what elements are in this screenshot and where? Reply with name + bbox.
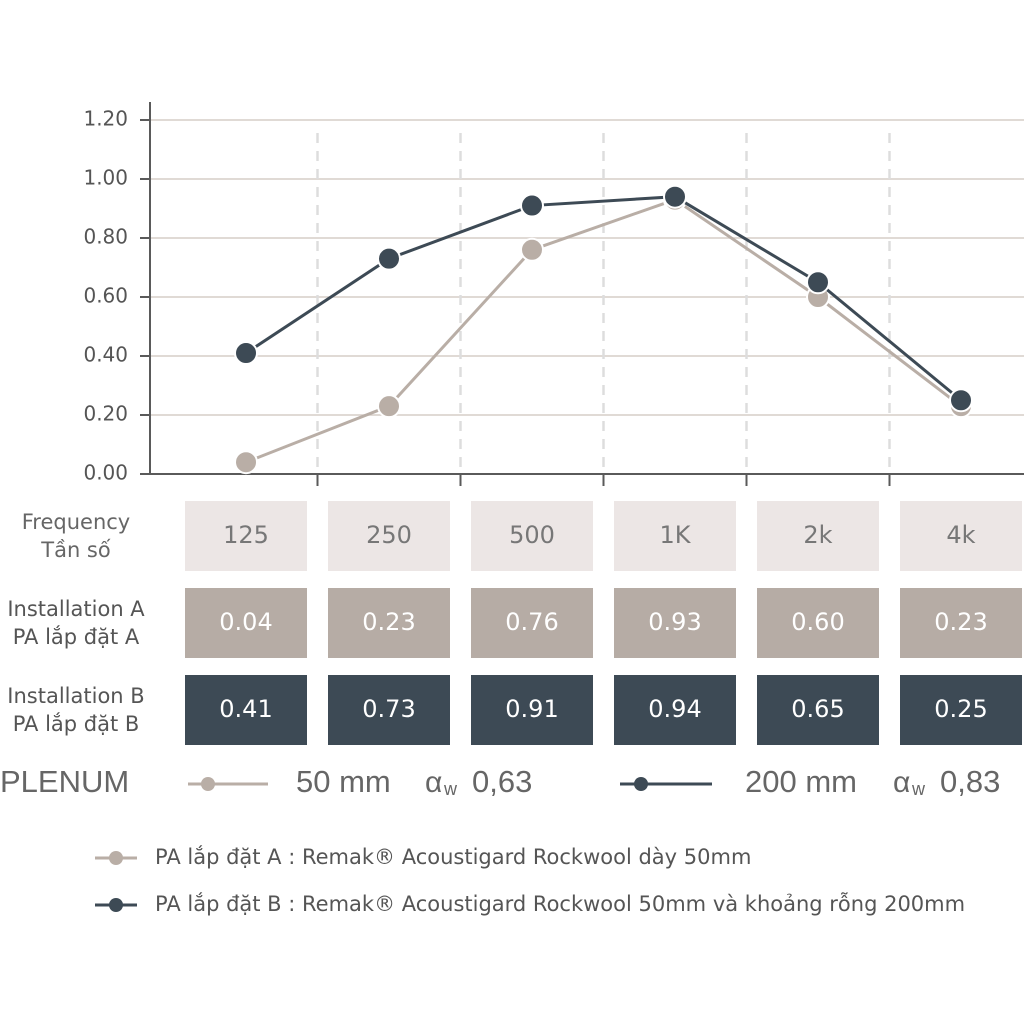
- y-tick-label: 0.20: [83, 402, 128, 426]
- value-cell: [614, 588, 736, 658]
- alpha-value: 0,83: [940, 764, 1000, 799]
- x-tick-label: 4k: [946, 521, 975, 549]
- value-label: 0.76: [505, 608, 558, 636]
- value-label: 0.23: [362, 608, 415, 636]
- legend-dot: [109, 851, 123, 865]
- alpha-subscript: w: [443, 779, 458, 799]
- y-tick-label: 1.00: [83, 166, 128, 190]
- value-label: 0.91: [505, 695, 558, 723]
- category-cell: [900, 501, 1022, 571]
- row-header: Installation B: [7, 684, 144, 708]
- value-label: 0.60: [791, 608, 844, 636]
- row-header: Tần số: [40, 538, 111, 562]
- x-tick-label: 125: [223, 521, 269, 549]
- value-label: 0.23: [934, 608, 987, 636]
- value-label: 0.25: [934, 695, 987, 723]
- value-cell: [328, 675, 450, 745]
- row-header: PA lắp đặt A: [13, 625, 140, 649]
- legend-label: PA lắp đặt B : Remak® Acoustigard Rockwo…: [155, 891, 965, 916]
- value-cell: [757, 588, 879, 658]
- plenum-label: PLENUM: [0, 764, 129, 799]
- legend-dot: [634, 777, 648, 791]
- series-line: [245, 197, 962, 464]
- x-tick-label: 2k: [803, 521, 832, 549]
- x-tick-label: 1K: [659, 521, 691, 549]
- value-label: 0.94: [648, 695, 701, 723]
- row-header: Frequency: [22, 510, 131, 534]
- value-cell: [328, 588, 450, 658]
- y-tick-label: 0.80: [83, 225, 128, 249]
- y-tick-label: 0.40: [83, 343, 128, 367]
- data-point: [377, 246, 401, 271]
- value-label: 0.04: [219, 608, 272, 636]
- value-cell: [900, 675, 1022, 745]
- value-cell: [471, 675, 593, 745]
- data-point: [520, 237, 544, 262]
- legend-dot: [109, 898, 123, 912]
- category-cell: [471, 501, 593, 571]
- value-label: 0.93: [648, 608, 701, 636]
- alpha-subscript: w: [911, 779, 926, 799]
- x-tick-label: 250: [366, 521, 412, 549]
- data-point: [234, 341, 258, 366]
- data-point: [663, 184, 687, 209]
- y-tick-label: 0.00: [83, 461, 128, 485]
- y-tick-label: 1.20: [83, 107, 128, 131]
- category-cell: [757, 501, 879, 571]
- alpha-symbol: α: [425, 766, 442, 799]
- value-cell: [185, 588, 307, 658]
- plenum-thickness: 50 mm: [296, 764, 391, 799]
- category-cell: [185, 501, 307, 571]
- y-tick-label: 0.60: [83, 284, 128, 308]
- plenum-thickness: 200 mm: [745, 764, 857, 799]
- series-line: [245, 195, 962, 402]
- value-cell: [185, 675, 307, 745]
- value-label: 0.41: [219, 695, 272, 723]
- value-cell: [900, 588, 1022, 658]
- data-point: [377, 394, 401, 419]
- data-point: [234, 450, 258, 475]
- value-cell: [757, 675, 879, 745]
- data-point: [949, 388, 973, 413]
- row-header: PA lắp đặt B: [13, 712, 140, 736]
- category-cell: [328, 501, 450, 571]
- value-label: 0.73: [362, 695, 415, 723]
- value-cell: [614, 675, 736, 745]
- value-label: 0.65: [791, 695, 844, 723]
- alpha-value: 0,63: [472, 764, 532, 799]
- legend-dot: [201, 777, 215, 791]
- data-point: [520, 193, 544, 218]
- value-cell: [471, 588, 593, 658]
- legend-label: PA lắp đặt A : Remak® Acoustigard Rockwo…: [155, 845, 751, 869]
- category-cell: [614, 501, 736, 571]
- alpha-symbol: α: [893, 766, 910, 799]
- x-tick-label: 500: [509, 521, 555, 549]
- row-header: Installation A: [7, 597, 145, 621]
- data-point: [806, 270, 830, 295]
